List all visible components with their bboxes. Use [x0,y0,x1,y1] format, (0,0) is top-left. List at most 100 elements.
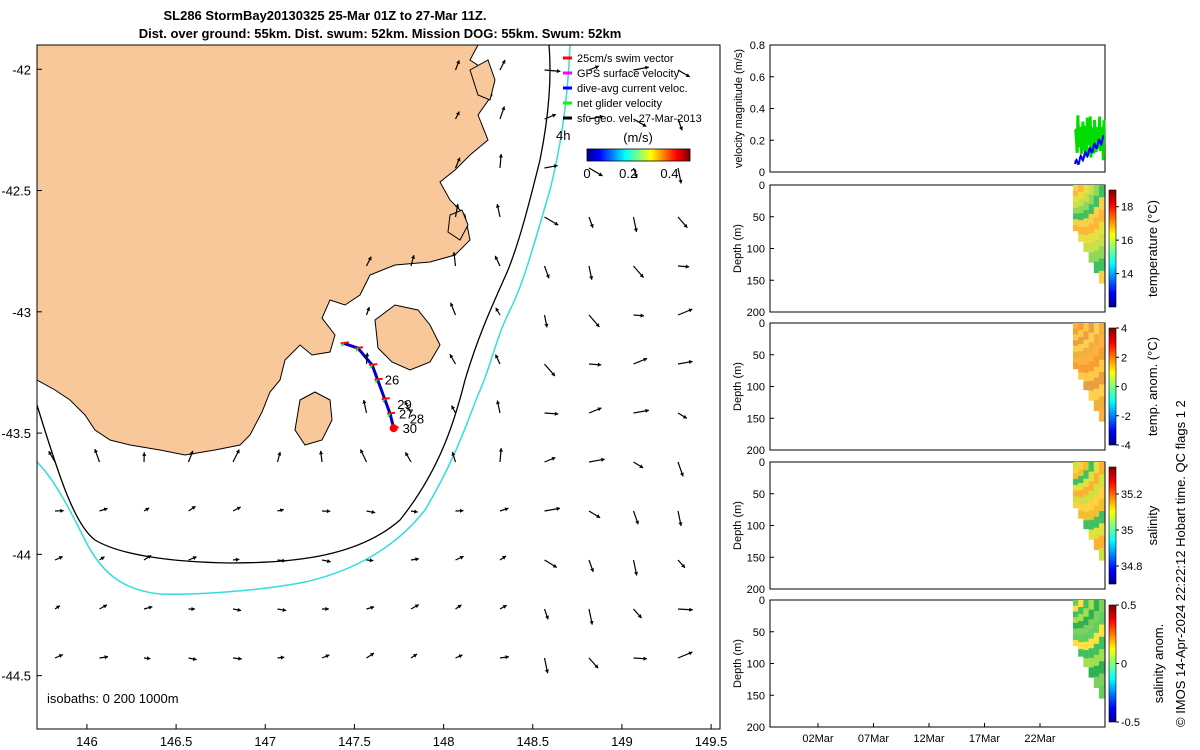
panel-y-tick-label: 200 [747,722,765,734]
chart-title-line1: SL286 StormBay20130325 25-Mar 01Z to 27-… [163,8,486,23]
heatmap-cell [1073,484,1079,492]
geo-velocity-arrowhead [678,179,683,184]
panel-frame [769,184,1106,313]
heatmap-cell [1093,206,1100,219]
swim-vector-mark [354,346,364,350]
heatmap-cell [1099,323,1105,336]
speed-colorbar-bar [586,148,691,162]
heatmap-cell [1078,330,1084,338]
panel-y-tick-label: 0.4 [750,104,765,116]
geo-velocity-arrowhead [146,656,151,661]
geo-velocity-arrowhead [505,655,509,660]
heatmap-cell [1088,490,1094,502]
heatmap-cell [1073,363,1079,370]
geo-velocity-arrowhead [552,113,556,118]
panel-y-tick-label: 150 [747,552,765,564]
geo-velocity-arrowhead [552,563,557,568]
geo-velocity-arrowhead [191,506,196,510]
panel-y-tick-label: 0.8 [750,40,765,52]
panel-2: 0 50 100 150 200 Depth (m) 18 16 14 temperature (… [732,180,1160,319]
colorbar-label: temp. anom. (°C) [1145,337,1160,436]
geo-velocity-arrowhead [594,664,599,669]
heatmap-cell [1083,201,1089,211]
heatmap-cell [1078,649,1084,657]
geo-velocity-arrowhead [689,607,693,612]
day-label: 28 [410,412,424,427]
geo-velocity-arrowhead [235,557,240,562]
heatmap-cell [1073,600,1079,607]
geo-velocity-arrowhead [678,522,683,526]
heatmap-cell [1073,351,1079,358]
heatmap-cell [1078,358,1084,366]
heatmap-cell [1099,685,1105,699]
map-x-tick-label: 149 [611,734,633,749]
panel-frame [769,44,1106,173]
heatmap-cell [1088,252,1094,263]
net-glider-mark [387,413,391,418]
geo-velocity-arrowhead [452,252,457,256]
colorbar-tick-label: 0.5 [1121,600,1136,612]
heatmap-cell [1099,372,1105,385]
panel-y-tick-label: 0 [759,167,765,179]
heatmap-cell [1083,616,1089,626]
geo-velocity-arrowhead [325,654,330,659]
heatmap-cell [1099,600,1105,613]
time-x-tick-label: 17Mar [969,733,1001,745]
heatmap-cell [1088,390,1094,401]
panel-y-tick-label: 50 [753,489,765,501]
panel-y-tick-label: 0 [759,318,765,330]
geo-velocity-arrowhead [545,615,549,620]
heatmap-cell [1078,483,1084,491]
heatmap-cell [1088,519,1094,531]
panel-5: 0 50 100 150 200 Depth (m) 0.5 0 -0.5 salinity an… [732,595,1166,745]
heatmap-cell [1083,462,1089,471]
heatmap-cell [1099,511,1105,524]
map-x-tick-label: 146.5 [160,734,193,749]
geo-velocity-arrowhead [590,568,595,572]
swim-vector-mark [340,341,349,345]
heatmap-cell [1093,494,1100,507]
heatmap-cell [1083,633,1089,643]
geo-velocity-arrowhead [494,255,499,260]
heatmap-cell [1088,351,1094,363]
heatmap-cell [1073,357,1079,364]
net-glider-speed-line [1073,115,1106,161]
geo-velocity-arrowhead [362,400,367,404]
geo-velocity-arrowhead [48,451,53,456]
geo-velocity-arrowhead [595,323,600,328]
chart-title-line2: Dist. over ground: 55km. Dist. swum: 52k… [139,26,622,41]
geo-velocity-arrowhead [553,164,558,169]
heatmap-cell [1088,628,1094,640]
heatmap-cell [1083,323,1089,332]
heatmap-cell [1088,462,1094,473]
geo-velocity-arrowhead [55,605,60,610]
heatmap-cell [1078,234,1084,242]
geo-velocity-arrowhead [277,451,282,456]
heatmap-cell [1099,547,1105,561]
heatmap-cell [1099,462,1105,475]
map-y-axis: -42 -42.5 -43 -43.5 -44 -44.5 [1,62,42,684]
heatmap-cell [1099,636,1105,650]
heatmap-cell [1078,635,1084,643]
heatmap-cell [1099,197,1105,211]
geo-velocity-arrowhead [639,273,644,278]
heatmap-cell [1099,612,1105,626]
heatmap-cell [1099,649,1105,662]
heatmap-cell [1088,185,1094,196]
heatmap-cell [1093,676,1100,689]
heatmap-cell [1088,481,1094,492]
heatmap-cell [1078,185,1084,193]
geo-velocity-arrowhead [556,506,561,511]
geo-velocity-arrowhead [597,407,602,412]
heatmap-cell [1093,195,1100,208]
geo-velocity-arrowhead [556,69,561,74]
geo-velocity-arrowhead [370,653,375,657]
geo-velocity-arrowhead [594,65,599,70]
heatmap-cell [1083,658,1089,668]
geo-velocity-arrowhead [58,654,63,658]
geo-velocity-arrowhead [326,559,331,564]
day-label: 26 [385,373,399,388]
colorbar-tick-label: -4 [1121,440,1131,452]
colorbar-tick-label: -0.5 [1121,717,1140,729]
